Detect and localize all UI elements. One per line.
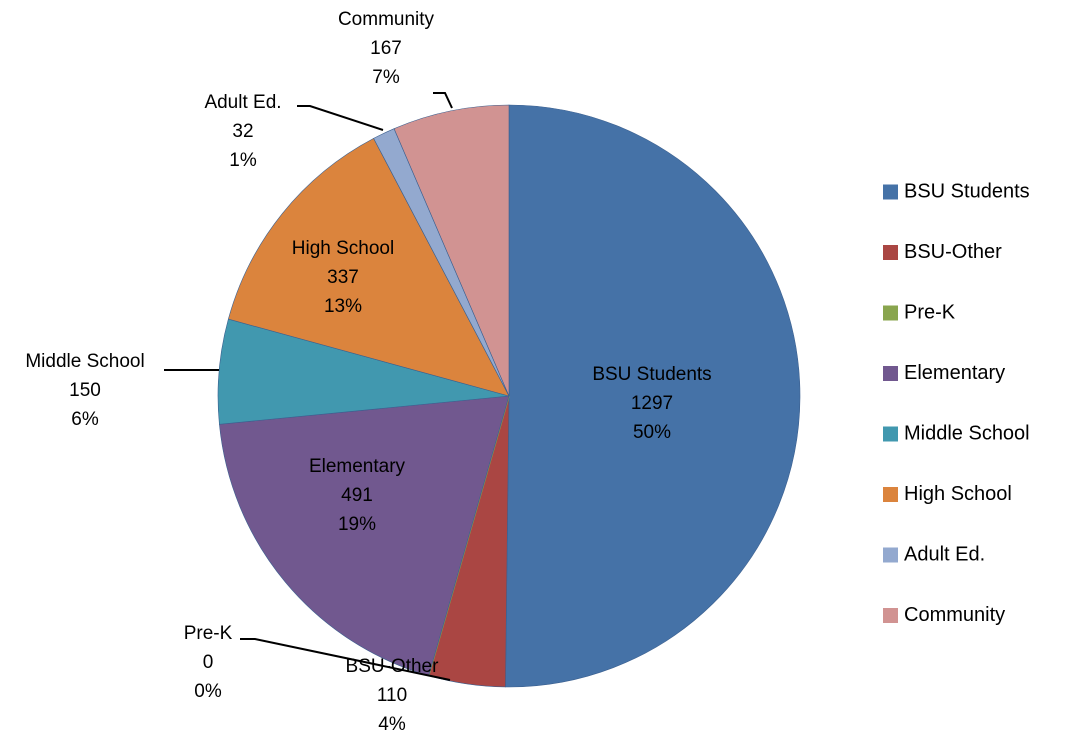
data-labels: BSU Students 1297 50% BSU-Other 110 4% Pre-K 0 0… [25, 9, 711, 735]
data-label-bsu-students-percent: 50% [633, 422, 671, 443]
legend-swatch-community [883, 608, 898, 623]
data-label-community-percent: 7% [372, 67, 400, 88]
pie-slice-elementary [219, 395, 510, 677]
data-label-pre-k-name: Pre-K [184, 623, 233, 644]
data-label-pre-k-percent: 0% [194, 681, 222, 702]
legend-label-elementary: Elementary [904, 362, 1005, 384]
legend-swatch-elementary [883, 366, 898, 381]
data-label-high-school-name: High School [292, 238, 394, 259]
legend-swatch-high-school [883, 487, 898, 502]
data-label-middle-school-value: 150 [69, 380, 101, 401]
legend-label-bsu-other: BSU-Other [904, 241, 1002, 263]
data-label-community-value: 167 [370, 38, 402, 59]
leader-line-community [433, 92, 453, 109]
legend-swatch-pre-k [883, 305, 898, 321]
data-label-bsu-other-name: BSU-Other [346, 656, 440, 677]
data-label-bsu-students-value: 1297 [631, 393, 673, 414]
data-label-elementary-percent: 19% [338, 514, 376, 535]
legend-label-community: Community [904, 604, 1005, 626]
legend-swatch-bsu-students [883, 184, 898, 200]
legend-label-high-school: High School [904, 483, 1012, 505]
legend-label-pre-k: Pre-K [904, 301, 956, 323]
data-label-middle-school-name: Middle School [25, 351, 144, 372]
pie-slices [217, 104, 801, 688]
pie-slice-community [393, 104, 510, 397]
leader-line-adult-ed [297, 105, 384, 131]
leader-line-pre-k [240, 638, 451, 681]
pie-slice-high-school [227, 138, 510, 397]
legend: BSU Students BSU-Other Pre-K Elementary Midd… [883, 180, 1030, 626]
data-label-bsu-students-name: BSU Students [592, 364, 711, 385]
data-label-elementary-name: Elementary [309, 456, 406, 477]
data-label-high-school-value: 337 [327, 267, 359, 288]
data-label-middle-school-percent: 6% [71, 409, 99, 430]
data-label-adult-ed-value: 32 [232, 121, 253, 142]
data-label-pre-k-value: 0 [203, 652, 214, 673]
data-label-high-school-percent: 13% [324, 296, 362, 317]
legend-swatch-adult-ed [883, 547, 898, 563]
data-label-elementary-value: 491 [341, 485, 373, 506]
legend-swatch-middle-school [883, 426, 898, 442]
legend-label-middle-school: Middle School [904, 422, 1030, 444]
data-label-community-name: Community [338, 9, 435, 30]
legend-label-bsu-students: BSU Students [904, 180, 1030, 202]
data-label-adult-ed-name: Adult Ed. [204, 92, 281, 113]
legend-label-adult-ed: Adult Ed. [904, 543, 985, 565]
data-label-bsu-other-percent: 4% [378, 714, 406, 735]
data-label-adult-ed-percent: 1% [229, 150, 257, 171]
leader-lines [164, 92, 453, 681]
data-label-bsu-other-value: 110 [377, 685, 407, 706]
pie-slice-bsu-students [505, 104, 801, 688]
legend-swatch-bsu-other [883, 245, 898, 260]
